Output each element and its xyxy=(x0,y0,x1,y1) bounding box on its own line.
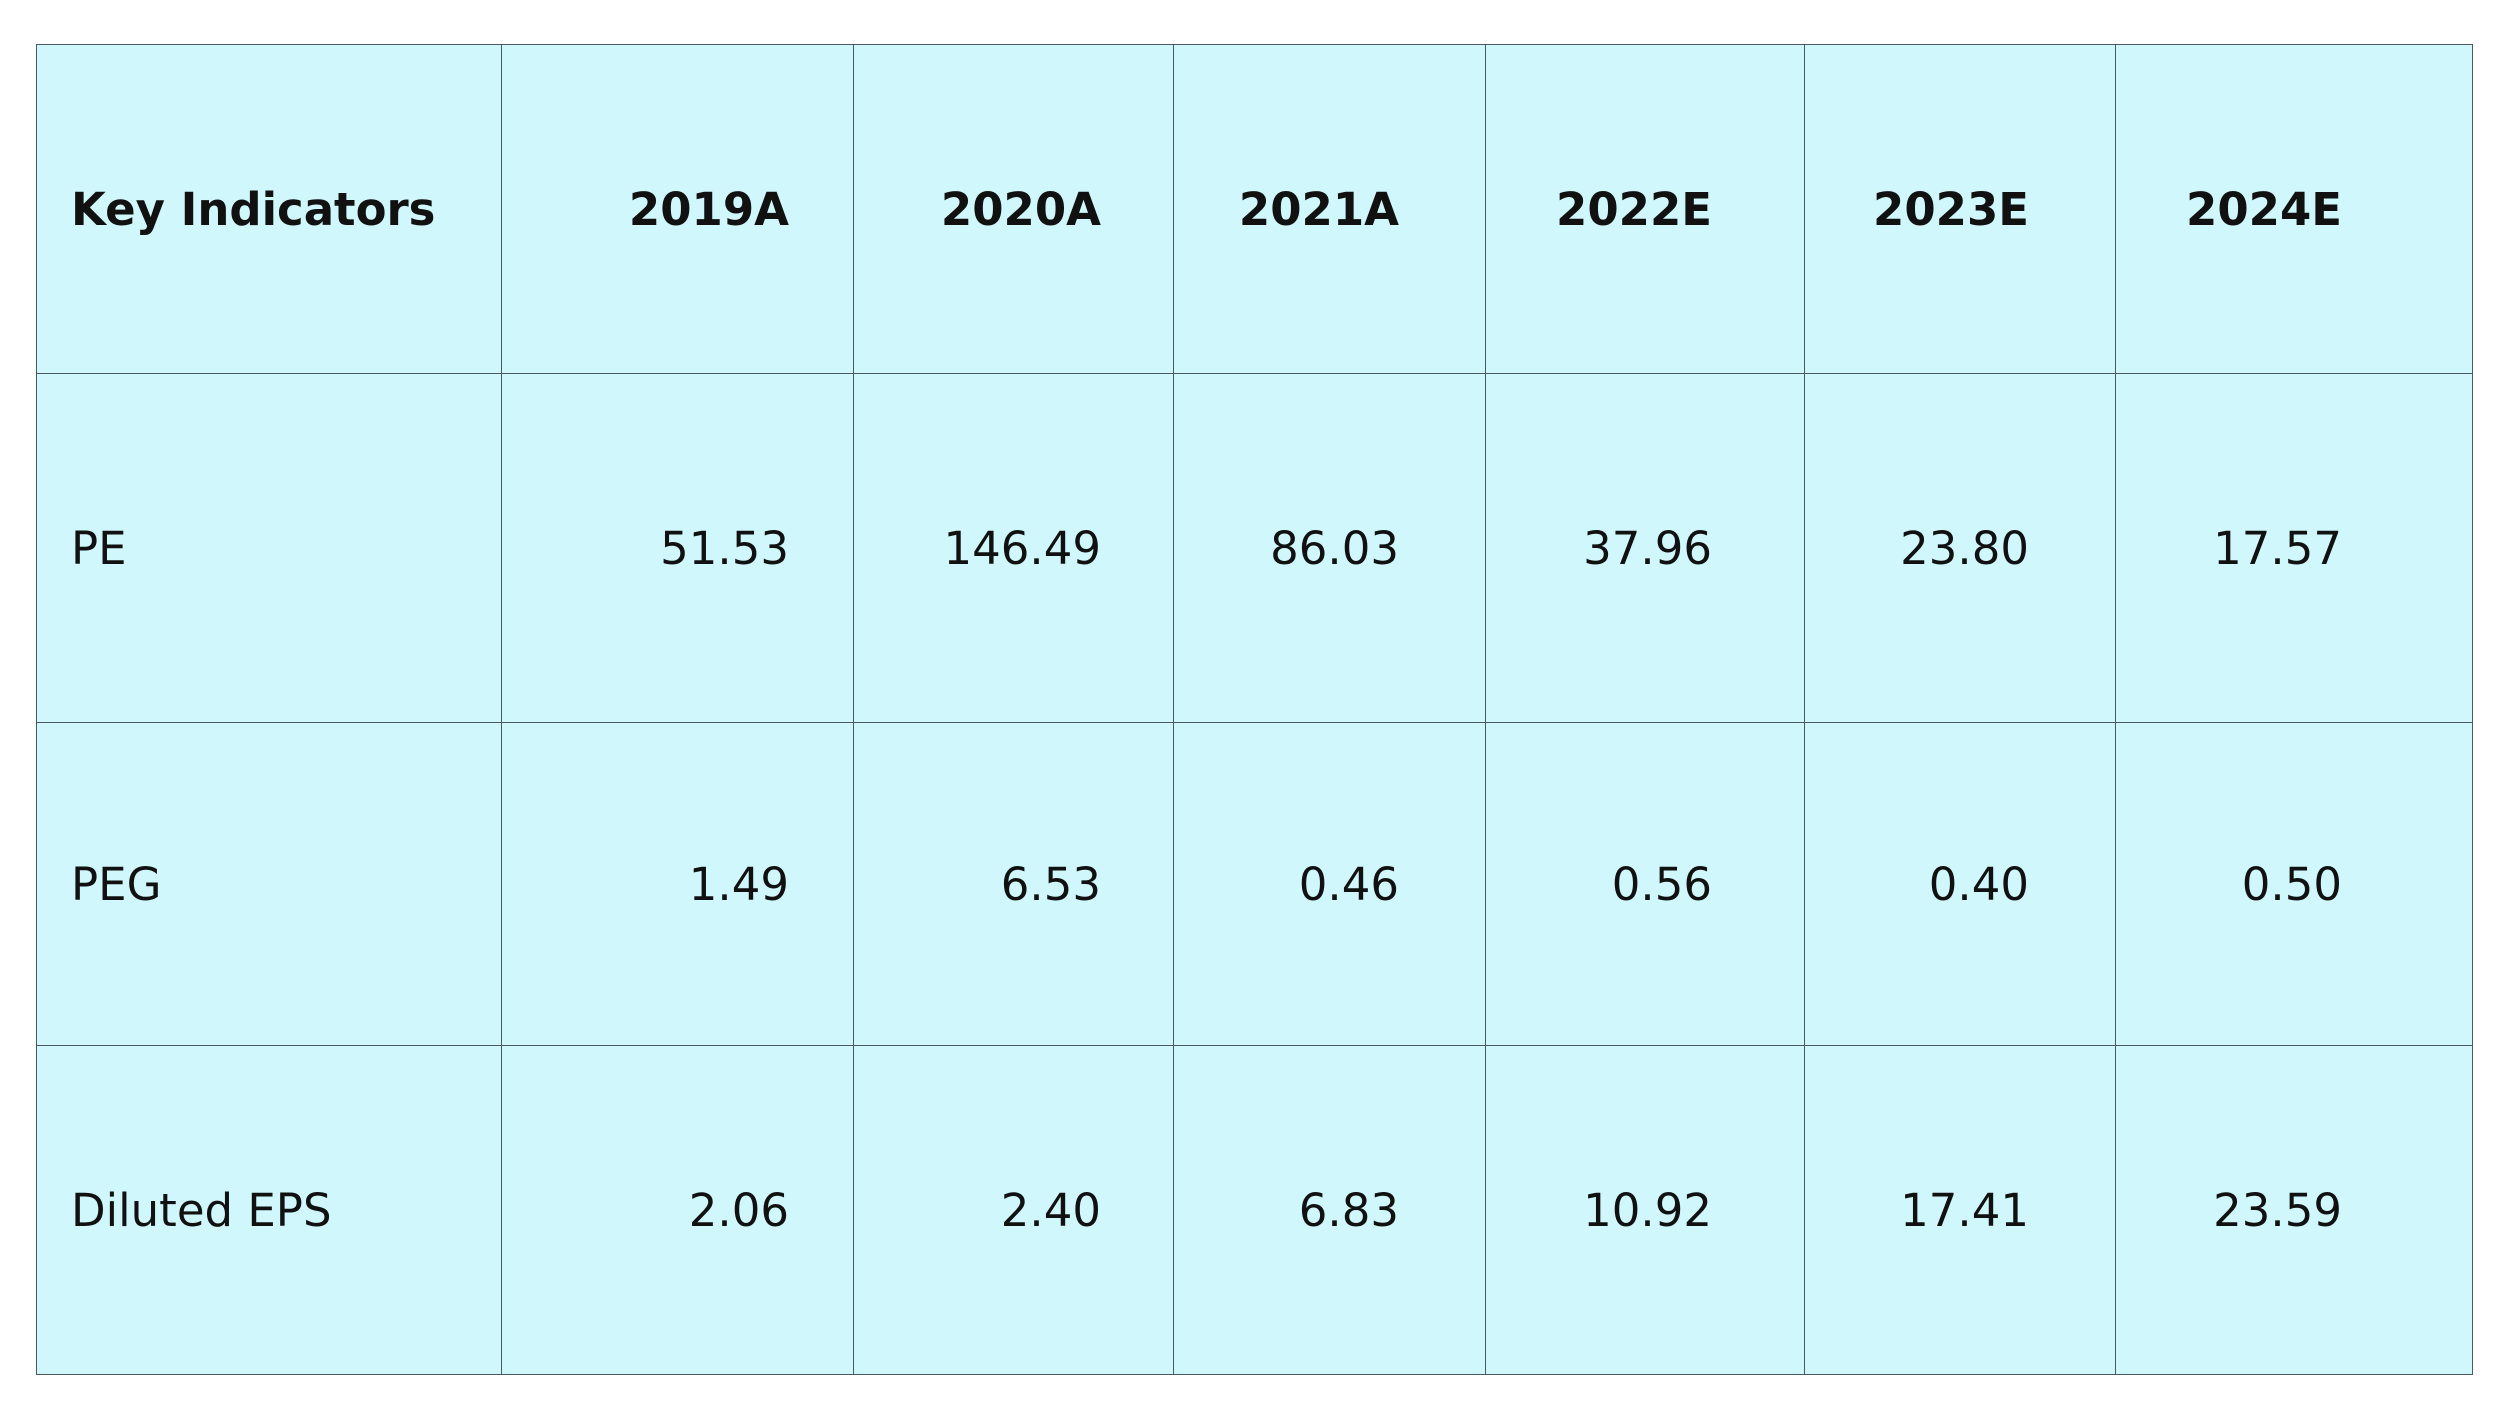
table-cell: 10.92 xyxy=(1485,1045,1805,1375)
table-cell: 1.49 xyxy=(501,722,854,1046)
table-cell: 146.49 xyxy=(853,373,1174,723)
header-key-indicators: Key Indicators xyxy=(36,44,502,374)
table-cell: 23.80 xyxy=(1804,373,2116,723)
header-year-2021a: 2021A xyxy=(1173,44,1486,374)
table-cell: 6.53 xyxy=(853,722,1174,1046)
table-cell: 0.50 xyxy=(2115,722,2473,1046)
table-row-peg: PEG 1.49 6.53 0.46 0.56 0.40 0.50 xyxy=(36,722,2473,1046)
table-header-row: Key Indicators 2019A 2020A 2021A 2022E 2… xyxy=(36,44,2473,374)
table-cell: 0.46 xyxy=(1173,722,1486,1046)
table-row-pe: PE 51.53 146.49 86.03 37.96 23.80 17.57 xyxy=(36,373,2473,723)
table-cell: 6.83 xyxy=(1173,1045,1486,1375)
header-year-2024e: 2024E xyxy=(2115,44,2473,374)
table-cell: 0.40 xyxy=(1804,722,2116,1046)
key-indicators-table: Key Indicators 2019A 2020A 2021A 2022E 2… xyxy=(36,44,2473,1375)
key-indicators-table-wrapper: Key Indicators 2019A 2020A 2021A 2022E 2… xyxy=(36,44,2473,1375)
table-cell: 0.56 xyxy=(1485,722,1805,1046)
table-cell: 37.96 xyxy=(1485,373,1805,723)
table-cell: 86.03 xyxy=(1173,373,1486,723)
header-year-2019a: 2019A xyxy=(501,44,854,374)
table-cell: 23.59 xyxy=(2115,1045,2473,1375)
table-cell: 2.40 xyxy=(853,1045,1174,1375)
header-year-2022e: 2022E xyxy=(1485,44,1805,374)
table-row-diluted-eps: Diluted EPS 2.06 2.40 6.83 10.92 17.41 2… xyxy=(36,1045,2473,1375)
row-label-peg: PEG xyxy=(36,722,502,1046)
table-cell: 2.06 xyxy=(501,1045,854,1375)
table-cell: 17.41 xyxy=(1804,1045,2116,1375)
header-year-2023e: 2023E xyxy=(1804,44,2116,374)
table-cell: 51.53 xyxy=(501,373,854,723)
table-cell: 17.57 xyxy=(2115,373,2473,723)
row-label-pe: PE xyxy=(36,373,502,723)
header-year-2020a: 2020A xyxy=(853,44,1174,374)
row-label-diluted-eps: Diluted EPS xyxy=(36,1045,502,1375)
